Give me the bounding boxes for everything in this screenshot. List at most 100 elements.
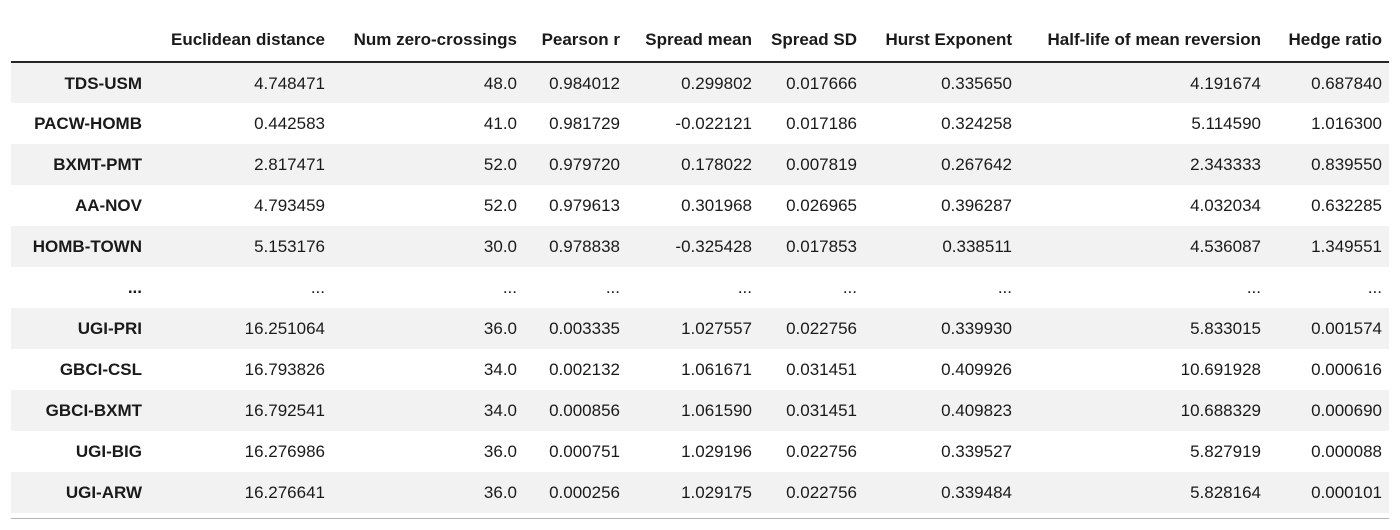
table-cell: 4.032034	[1190, 196, 1261, 215]
table-cell: 0.839550	[1311, 155, 1382, 174]
table-cell: 2.343333	[1190, 155, 1261, 174]
table-cell: 0.022756	[786, 319, 857, 338]
table-cell: 16.251064	[244, 319, 325, 338]
table-cell: 0.031451	[786, 401, 857, 420]
column-header-half-life: Half-life of mean reversion	[1019, 8, 1268, 63]
table-cell: 0.017853	[786, 237, 857, 256]
table-cell: 0.002132	[549, 360, 620, 379]
row-index-label: UGI-BIG	[75, 442, 142, 461]
table-cell: 0.000751	[549, 442, 620, 461]
table-cell: 16.792541	[244, 401, 325, 420]
table-cell: 0.979613	[549, 196, 620, 215]
table-cell: 4.536087	[1190, 237, 1261, 256]
table-row: HOMB-TOWN 5.153176 30.0 0.978838 -0.325428 0.…	[11, 226, 1389, 267]
table-cell: 0.000616	[1311, 360, 1382, 379]
table-cell: 5.827919	[1190, 442, 1261, 461]
table-cell: 4.793459	[254, 196, 325, 215]
table-cell: 48.0	[483, 73, 517, 93]
table-cell: 52.0	[483, 196, 517, 215]
row-index-label: UGI-ARW	[65, 483, 142, 502]
table-row: UGI-ARW 16.276641 36.0 0.000256 1.029175 0.02…	[11, 472, 1389, 513]
column-header-pearson-r: Pearson r	[524, 8, 627, 63]
table-cell: ...	[605, 278, 620, 297]
table-cell: 5.114590	[1191, 114, 1261, 133]
table-cell: ...	[502, 278, 517, 297]
table-cell: 0.984012	[549, 73, 620, 93]
row-index-label: BXMT-PMT	[53, 155, 142, 174]
table-row: AA-NOV 4.793459 52.0 0.979613 0.301968 0.0269…	[11, 185, 1389, 226]
table-cell: 1.029196	[681, 442, 752, 461]
table-cell: 0.000101	[1311, 483, 1382, 502]
table-cell: 0.338511	[942, 237, 1012, 256]
column-header-spread-sd: Spread SD	[759, 8, 864, 63]
row-index-label: PACW-HOMB	[34, 114, 142, 133]
table-cell: 1.061590	[681, 401, 752, 420]
table-cell: 0.687840	[1311, 73, 1382, 93]
table-cell: 0.007819	[786, 155, 857, 174]
table-cell: 16.276641	[244, 483, 325, 502]
table-cell: 5.828164	[1190, 483, 1261, 502]
table-row: TDS-USM 4.748471 48.0 0.984012 0.299802 0.017…	[11, 62, 1389, 103]
table-cell: 34.0	[483, 360, 517, 379]
table-body: TDS-USM 4.748471 48.0 0.984012 0.299802 0.017…	[11, 62, 1389, 513]
row-index-label: UGI-PRI	[77, 319, 142, 338]
table-cell: 0.017666	[786, 73, 857, 93]
table-cell: 0.001574	[1311, 319, 1382, 338]
table-cell: 10.688329	[1180, 401, 1261, 420]
table-cell: 0.000856	[549, 401, 620, 420]
column-header-spread-mean: Spread mean	[627, 8, 759, 63]
table-cell: 0.339484	[941, 483, 1012, 502]
table-header-row: Euclidean distance Num zero-crossings Pe…	[11, 8, 1389, 63]
table-cell: 0.022756	[786, 483, 857, 502]
table-cell: 36.0	[483, 319, 517, 338]
table-cell: 41.0	[483, 114, 517, 133]
table-cell: 4.191674	[1190, 73, 1261, 93]
column-header-hedge-ratio: Hedge ratio	[1268, 8, 1389, 63]
table-cell: 0.000256	[549, 483, 620, 502]
table-cell: 0.022756	[786, 442, 857, 461]
table-cell: 0.396287	[941, 196, 1012, 215]
table-cell: 1.029175	[681, 483, 752, 502]
table-cell: 30.0	[483, 237, 517, 256]
table-cell: ...	[997, 278, 1012, 297]
row-index-label: TDS-USM	[64, 73, 142, 93]
table-cell: 0.000690	[1311, 401, 1382, 420]
table-cell: 0.339930	[941, 319, 1012, 338]
table-cell: 0.031451	[786, 360, 857, 379]
table-cell: ...	[737, 278, 752, 297]
table-cell: 5.833015	[1190, 319, 1261, 338]
table-cell: 36.0	[483, 483, 517, 502]
table-cell: ...	[1367, 278, 1382, 297]
column-header-num-zero-crossings: Num zero-crossings	[332, 8, 524, 63]
table-cell: 0.299802	[681, 73, 752, 93]
table-cell: 0.301968	[681, 196, 752, 215]
table-cell: 36.0	[483, 442, 517, 461]
table-cell: 0.324258	[941, 114, 1012, 133]
table-cell: ...	[842, 278, 857, 297]
table-cell: 0.000088	[1311, 442, 1382, 461]
table-cell: 0.339527	[941, 442, 1012, 461]
table-row: ...........................	[11, 267, 1389, 308]
table-row: GBCI-CSL 16.793826 34.0 0.002132 1.061671 0.0…	[11, 349, 1389, 390]
pairs-stats-table: Euclidean distance Num zero-crossings Pe…	[11, 8, 1389, 513]
column-header-hurst-exponent: Hurst Exponent	[864, 8, 1019, 63]
table-cell: 16.793826	[244, 360, 325, 379]
table-cell: 0.003335	[549, 319, 620, 338]
table-cell: 0.178022	[681, 155, 752, 174]
table-cell: 0.442583	[254, 114, 325, 133]
table-cell: ...	[310, 278, 325, 297]
table-row: UGI-PRI 16.251064 36.0 0.003335 1.027557 0.02…	[11, 308, 1389, 349]
table-cell: 1.027557	[681, 319, 752, 338]
table-cell: 52.0	[483, 155, 517, 174]
table-row: GBCI-BXMT 16.792541 34.0 0.000856 1.061590 0.…	[11, 390, 1389, 431]
table-cell: -0.022121	[675, 114, 752, 133]
table-cell: 4.748471	[254, 73, 325, 93]
row-index-label: AA-NOV	[74, 196, 142, 215]
table-cell: 0.632285	[1311, 196, 1382, 215]
table-cell: 2.817471	[254, 155, 325, 174]
table-cell: 0.017186	[786, 114, 857, 133]
table-cell: 0.979720	[549, 155, 620, 174]
column-header-euclidean-distance: Euclidean distance	[149, 8, 332, 63]
table-cell: ...	[1246, 278, 1261, 297]
table-cell: 0.409823	[941, 401, 1012, 420]
